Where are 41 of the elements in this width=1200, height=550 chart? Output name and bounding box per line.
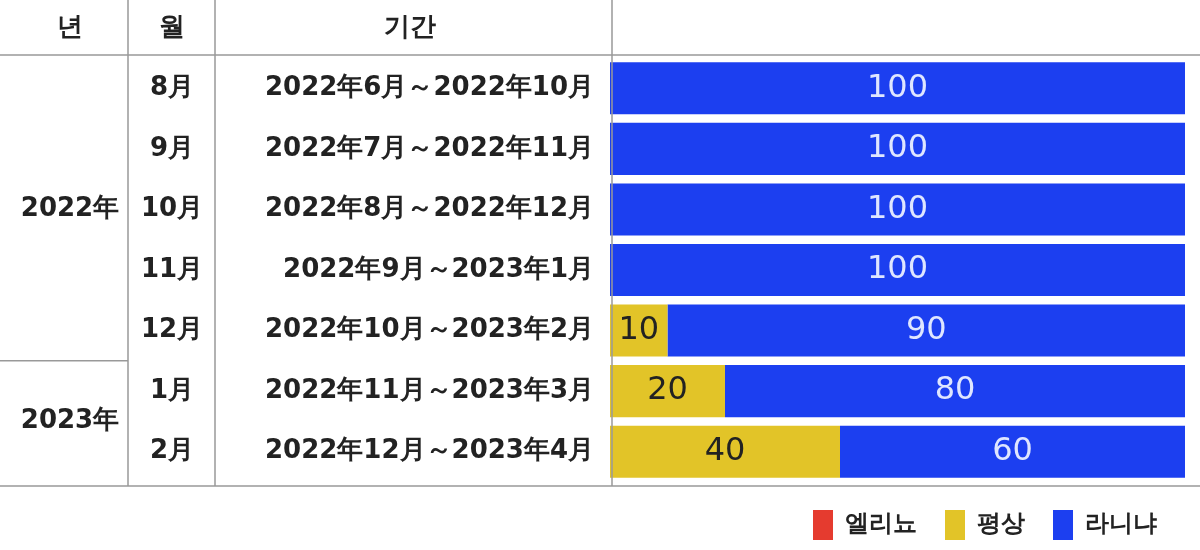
text: 1月 <box>149 373 195 404</box>
bar <box>725 365 1185 418</box>
bar <box>610 365 725 418</box>
data-label: 10 <box>618 308 660 347</box>
legend-label: 엘리뇨 <box>845 509 917 538</box>
text: 8月 <box>149 71 195 102</box>
y-tick-label: 2022年8月～2022年12月 <box>265 192 594 223</box>
text: 년 <box>57 10 83 41</box>
data-label: 100 <box>866 66 929 105</box>
text: 12月 <box>140 313 204 344</box>
text: 2023年 <box>20 404 120 435</box>
text: 기간 <box>384 10 436 41</box>
y-tick-label: 2022年12月～2023年4月 <box>265 434 594 465</box>
bar <box>610 425 840 478</box>
text: 2月 <box>149 434 195 465</box>
text: 월 <box>159 10 185 41</box>
data-label: 100 <box>866 248 929 287</box>
bar <box>610 243 1185 297</box>
text: 2022年 <box>20 192 120 223</box>
data-label: 20 <box>647 369 688 408</box>
bar <box>610 62 1185 115</box>
y-tick-label: 2022年9月～2023年1月 <box>283 252 594 283</box>
y-tick-label: 2022年10月～2023年2月 <box>265 313 594 344</box>
y-tick-label: 2022年6月～2022年10月 <box>265 71 594 102</box>
data-label: 60 <box>992 430 1033 469</box>
y-tick-label: 2022年11月～2023年3月 <box>265 373 594 404</box>
text: 11月 <box>140 252 204 283</box>
text: 10月 <box>140 192 204 223</box>
data-label: 40 <box>704 430 746 469</box>
legend-label: 라니냐 <box>1085 509 1157 538</box>
y-tick-label: 2022年7月～2022年11月 <box>265 131 594 162</box>
data-label: 80 <box>934 369 976 408</box>
text: 9月 <box>149 131 195 162</box>
bar <box>610 122 1185 175</box>
data-label: 100 <box>866 127 929 166</box>
legend-label: 평상 <box>977 509 1025 538</box>
bar <box>840 425 1185 478</box>
bar <box>610 183 1185 236</box>
data-label: 100 <box>866 187 929 226</box>
bar <box>667 304 1185 357</box>
data-label: 90 <box>905 308 947 347</box>
